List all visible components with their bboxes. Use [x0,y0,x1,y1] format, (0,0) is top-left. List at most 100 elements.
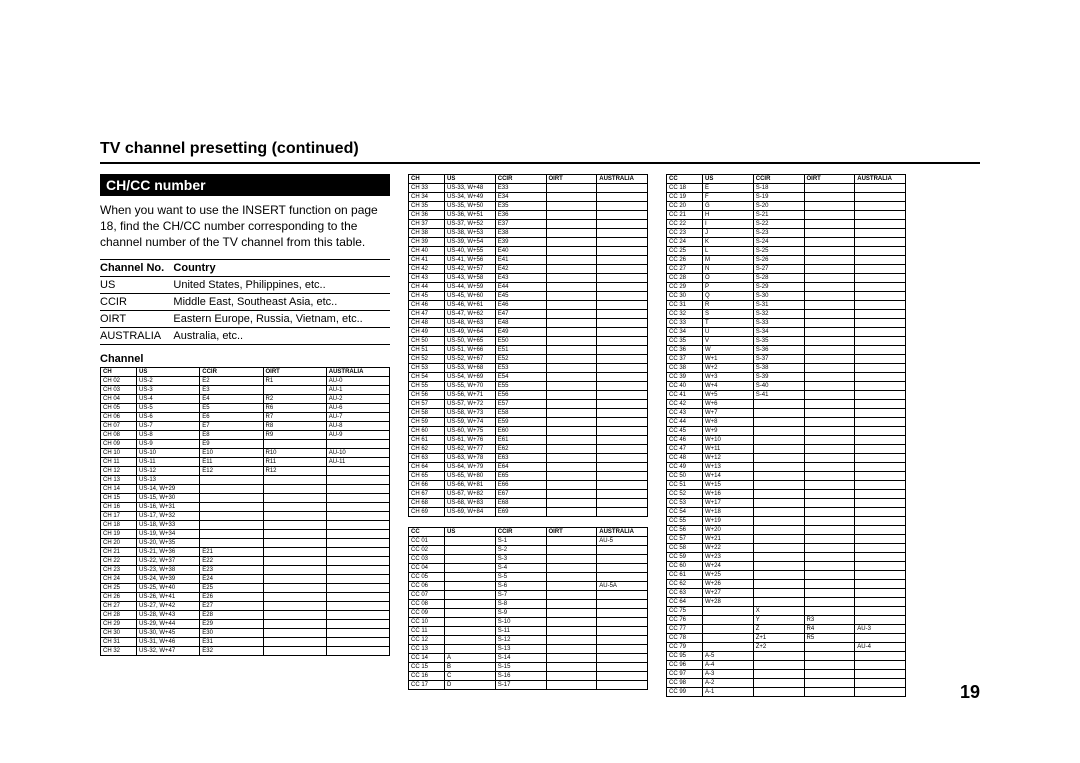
table-row: CH 19US-19, W+34 [101,529,390,538]
table-cell: W+7 [703,409,754,418]
table-cell [753,517,804,526]
table-cell [804,418,855,427]
content-columns: CH/CC number When you want to use the IN… [100,174,980,697]
table-cell [753,562,804,571]
table-cell: E57 [495,400,546,409]
table-row: CC 20GS-20 [667,202,906,211]
table-cell: CC 47 [667,445,703,454]
table-cell: CC 48 [667,454,703,463]
table-cell [263,583,326,592]
table-cell [445,600,496,609]
table-cell [546,256,597,265]
table-cell [597,418,648,427]
table-row: CH 65US-65, W+80E65 [409,472,648,481]
table-row: CH 60US-60, W+75E60 [409,427,648,436]
table-header: AUSTRALIA [597,528,648,537]
table-cell [855,220,906,229]
table-cell: CC 97 [667,670,703,679]
table-cell: CH 11 [101,457,137,466]
table-row: CH 38US-38, W+53E38 [409,229,648,238]
table-cell [326,574,389,583]
table-row: CH 45US-45, W+60E45 [409,292,648,301]
table-cell: E39 [495,238,546,247]
table-cell [546,454,597,463]
table-cell [200,502,263,511]
table-cell [263,493,326,502]
table-row: CH 20US-20, W+35 [101,538,390,547]
channel-subheading: Channel [100,353,390,365]
table-cell [597,301,648,310]
table-cell: CH 57 [409,400,445,409]
table-cell: CH 56 [409,391,445,400]
table-row: CH 12US-12E12R12 [101,466,390,475]
table-cell: E53 [495,364,546,373]
table-cell [546,391,597,400]
table-cell [804,589,855,598]
table-row: CC 24KS-24 [667,238,906,247]
table-cell [326,511,389,520]
table-cell: A-2 [703,679,754,688]
table-cell: CC 17 [409,681,445,690]
table-cell [753,400,804,409]
table-cell: US-11 [137,457,200,466]
table-cell: CC 58 [667,544,703,553]
table-cell: US-16, W+31 [137,502,200,511]
table-cell [753,409,804,418]
table-cell [200,520,263,529]
table-cell: CH 32 [101,646,137,655]
table-cell: S [703,310,754,319]
table-cell [326,529,389,538]
table-row: CH 03US-3E3AU-1 [101,385,390,394]
table-row: CH 36US-36, W+51E36 [409,211,648,220]
table-cell [753,463,804,472]
table-row: CC 64W+28 [667,598,906,607]
table-row: CC 28OS-28 [667,274,906,283]
table-row: CH 68US-68, W+83E68 [409,499,648,508]
country-cell: Middle East, Southeast Asia, etc.. [173,293,390,310]
table-cell: CC 14 [409,654,445,663]
table-cell [546,418,597,427]
table-cell: R3 [804,616,855,625]
table-cell [546,202,597,211]
table-cell: CC 35 [667,337,703,346]
table-cell [597,681,648,690]
table-cell: AU-7 [326,412,389,421]
table-cell: E10 [200,448,263,457]
table-cell [804,679,855,688]
table-cell: CC 30 [667,292,703,301]
table-cell: S-26 [753,256,804,265]
table-cell: A-3 [703,670,754,679]
table-cell: US-67, W+82 [445,490,496,499]
table-cell [546,481,597,490]
table-row: CH 17US-17, W+32 [101,511,390,520]
table-cell [804,256,855,265]
table-cell [263,520,326,529]
table-row: CC 58W+22 [667,544,906,553]
table-row: CC 09S-9 [409,609,648,618]
table-cell: R4 [804,625,855,634]
table-cell: CC 25 [667,247,703,256]
table-cell [326,502,389,511]
table-cell: Q [703,292,754,301]
table-cell: US-40, W+55 [445,247,496,256]
table-cell [546,555,597,564]
table-cell [546,382,597,391]
table-cell [263,592,326,601]
cc-table-b: CCUSCCIROIRTAUSTRALIA CC 18ES-18CC 19FS-… [666,174,906,697]
table-cell: CC 78 [667,634,703,643]
table-cell: AU-9 [326,430,389,439]
table-cell: CH 46 [409,301,445,310]
table-cell [804,409,855,418]
table-cell: E3 [200,385,263,394]
table-cell: US-17, W+32 [137,511,200,520]
table-row: CC 53W+17 [667,499,906,508]
table-cell: R8 [263,421,326,430]
table-cell [804,598,855,607]
table-cell: US-27, W+42 [137,601,200,610]
table-cell: M [703,256,754,265]
table-cell: US-32, W+47 [137,646,200,655]
table-cell [804,346,855,355]
table-cell: CC 49 [667,463,703,472]
table-cell [753,472,804,481]
table-cell: CH 37 [409,220,445,229]
